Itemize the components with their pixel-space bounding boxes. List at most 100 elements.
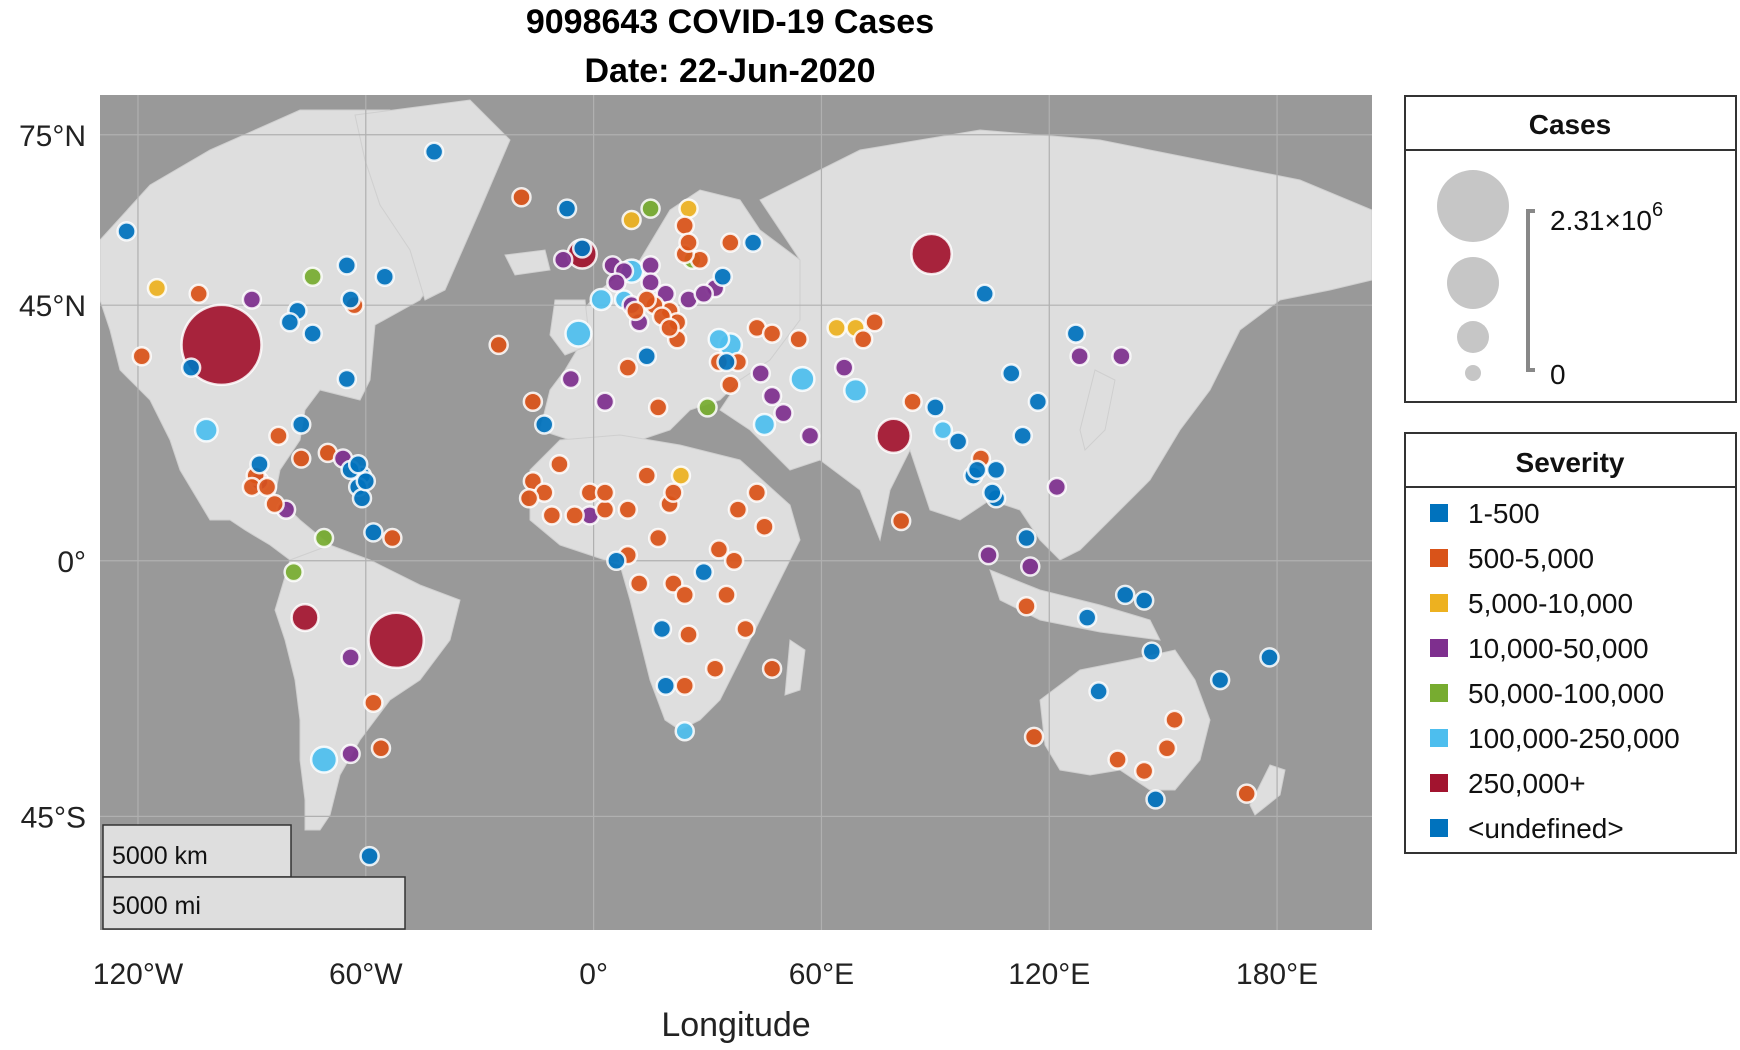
- map-axes[interactable]: 5000 km 5000 mi: [100, 95, 1372, 930]
- case-marker: [382, 527, 403, 549]
- case-marker: [556, 198, 578, 219]
- case-marker: [1023, 726, 1045, 748]
- case-marker: [374, 266, 396, 288]
- case-marker: [571, 238, 593, 259]
- case-marker: [1236, 783, 1257, 804]
- case-marker: [640, 255, 661, 276]
- land-iceland: [504, 249, 551, 276]
- case-marker: [707, 327, 731, 351]
- case-marker: [552, 249, 574, 270]
- case-markers: [116, 141, 1280, 867]
- case-marker: [146, 277, 168, 299]
- case-marker: [708, 539, 730, 560]
- case-marker: [843, 377, 869, 403]
- case-marker: [1016, 595, 1037, 617]
- case-marker: [594, 499, 616, 520]
- case-marker: [589, 287, 613, 312]
- y-tick-labels: 75°N 45°N 0° 45°S: [19, 120, 86, 835]
- case-marker: [761, 385, 783, 407]
- case-marker: [982, 482, 1003, 503]
- case-marker: [1259, 647, 1280, 668]
- cases-size-legend: Cases 2.31×106 0: [1404, 95, 1737, 403]
- case-marker: [1209, 669, 1231, 691]
- case-marker: [674, 720, 695, 742]
- case-marker: [746, 482, 768, 503]
- case-marker: [1156, 737, 1178, 759]
- case-marker: [659, 317, 680, 339]
- severity-label: 50,000-100,000: [1468, 678, 1664, 709]
- case-marker: [716, 584, 737, 606]
- case-marker: [193, 417, 219, 443]
- case-marker: [518, 488, 540, 509]
- case-marker: [678, 624, 699, 645]
- case-marker: [1012, 425, 1033, 447]
- case-marker: [131, 346, 153, 367]
- case-marker: [674, 215, 695, 236]
- case-marker: [799, 425, 821, 447]
- scale-bar-km: 5000 km: [102, 824, 292, 878]
- case-marker: [693, 561, 714, 583]
- case-marker: [534, 414, 555, 435]
- case-marker: [367, 611, 426, 670]
- case-marker: [628, 573, 650, 594]
- case-marker: [875, 417, 912, 455]
- case-marker: [522, 391, 544, 412]
- case-marker: [313, 527, 335, 549]
- case-marker: [340, 743, 361, 765]
- case-marker: [336, 368, 358, 390]
- case-marker: [256, 476, 278, 498]
- case-marker: [720, 374, 741, 395]
- case-marker: [340, 289, 361, 310]
- severity-label: 250,000+: [1468, 768, 1586, 799]
- case-marker: [594, 482, 616, 503]
- case-marker: [1016, 527, 1037, 549]
- case-marker: [1145, 789, 1166, 810]
- case-marker: [336, 255, 358, 276]
- case-marker: [116, 221, 137, 242]
- case-marker: [363, 692, 384, 714]
- chart-title: 9098643 COVID-19 Cases: [526, 3, 934, 41]
- scale-bar-km-label: 5000 km: [112, 842, 208, 870]
- case-marker: [290, 448, 312, 469]
- case-marker: [761, 323, 783, 344]
- severity-label: 1-500: [1468, 498, 1540, 529]
- case-marker: [264, 493, 285, 515]
- case-marker: [541, 505, 563, 526]
- case-marker: [974, 283, 995, 305]
- severity-label: 100,000-250,000: [1468, 723, 1680, 754]
- case-marker: [1088, 681, 1109, 702]
- case-marker: [789, 365, 816, 393]
- case-marker: [1114, 584, 1136, 606]
- case-marker: [742, 232, 764, 253]
- case-marker: [902, 391, 923, 412]
- case-marker: [180, 357, 202, 378]
- x-tick-labels: 120°W 60°W 0° 60°E 120°E 180°E: [93, 958, 1318, 991]
- chart-subtitle: Date: 22-Jun-2020: [584, 52, 875, 90]
- severity-swatch: [1430, 819, 1448, 837]
- case-marker: [1107, 749, 1128, 770]
- y-tick-label: 45°S: [21, 801, 86, 834]
- case-marker: [1141, 641, 1163, 662]
- land-asia: [719, 129, 1372, 561]
- size-marker-largest: [1437, 170, 1509, 242]
- case-marker: [1133, 590, 1155, 611]
- case-marker: [423, 141, 445, 163]
- cases-legend-title: Cases: [1529, 109, 1612, 140]
- case-marker: [674, 584, 695, 606]
- case-marker: [864, 311, 885, 333]
- case-marker: [655, 675, 677, 696]
- case-marker: [564, 505, 585, 526]
- case-marker: [932, 419, 954, 441]
- case-marker: [290, 602, 320, 633]
- case-marker: [978, 544, 999, 566]
- case-marker: [564, 319, 593, 348]
- case-marker: [761, 658, 783, 679]
- size-marker-small: [1465, 365, 1481, 381]
- land-japan: [1079, 369, 1116, 451]
- case-marker: [1027, 391, 1049, 412]
- y-tick-label: 45°N: [19, 290, 86, 323]
- case-marker: [347, 453, 369, 475]
- case-marker: [723, 550, 745, 572]
- case-marker: [340, 647, 361, 668]
